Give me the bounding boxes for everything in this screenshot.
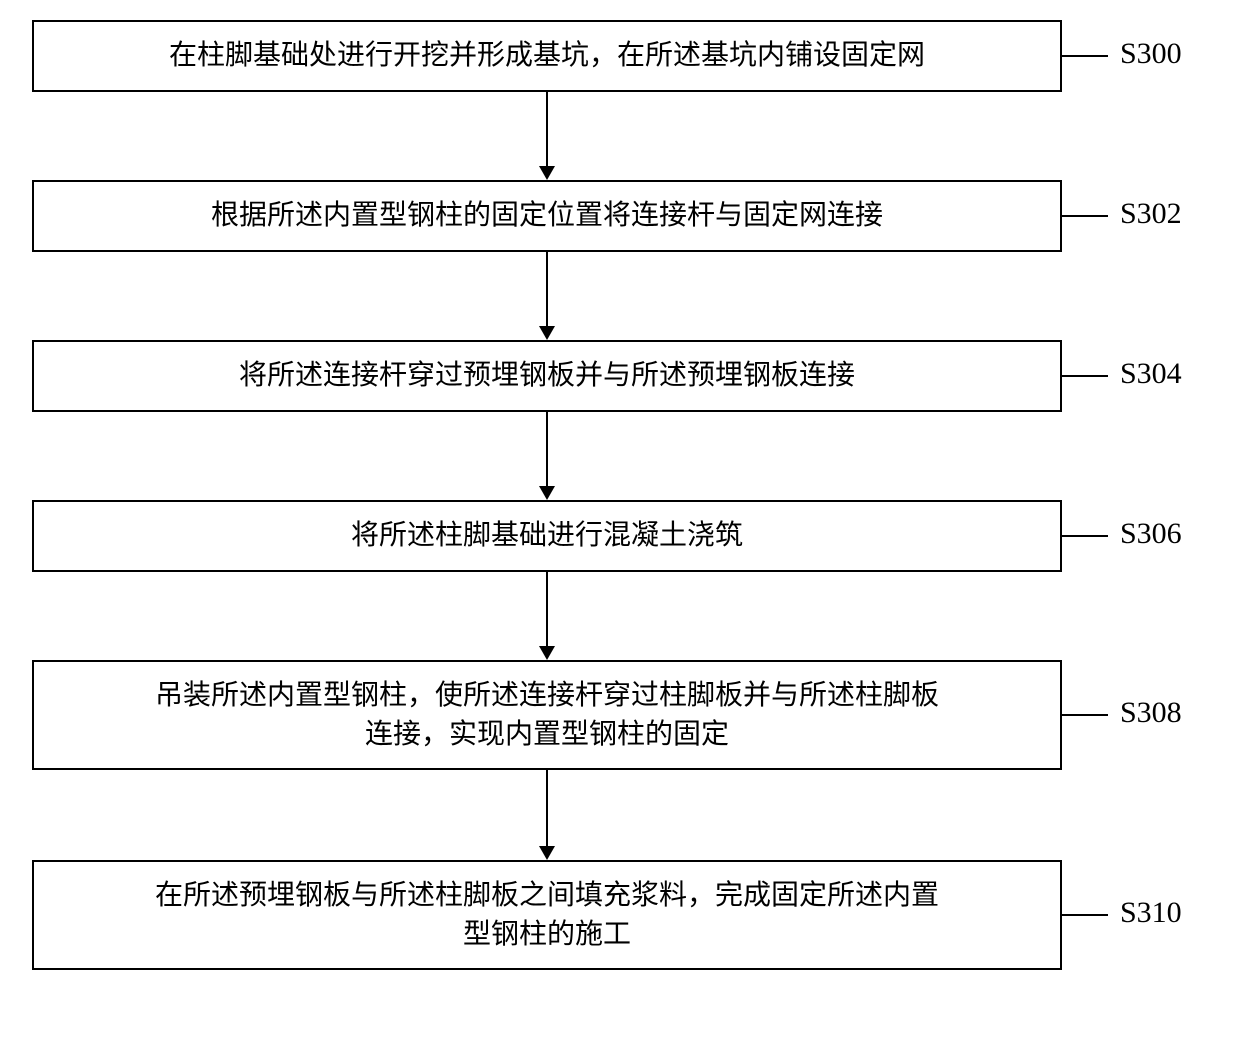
label-connector [1062,914,1108,916]
step-box-s308: 吊装所述内置型钢柱，使所述连接杆穿过柱脚板并与所述柱脚板 连接，实现内置型钢柱的… [32,660,1062,770]
step-text: 根据所述内置型钢柱的固定位置将连接杆与固定网连接 [211,196,883,235]
label-connector [1062,215,1108,217]
arrow-head-icon [539,486,555,500]
arrow-line [546,572,548,646]
step-text: 在所述预埋钢板与所述柱脚板之间填充浆料，完成固定所述内置 型钢柱的施工 [155,876,939,954]
step-label-s302: S302 [1120,197,1182,231]
flowchart-canvas: 在柱脚基础处进行开挖并形成基坑，在所述基坑内铺设固定网 S300 根据所述内置型钢柱… [0,0,1240,1044]
step-box-s306: 将所述柱脚基础进行混凝土浇筑 [32,500,1062,572]
arrow-line [546,770,548,846]
step-text: 在柱脚基础处进行开挖并形成基坑，在所述基坑内铺设固定网 [169,36,925,75]
step-label-s308: S308 [1120,696,1182,730]
step-label-s306: S306 [1120,517,1182,551]
step-text: 吊装所述内置型钢柱，使所述连接杆穿过柱脚板并与所述柱脚板 连接，实现内置型钢柱的… [155,676,939,754]
step-text: 将所述柱脚基础进行混凝土浇筑 [351,516,743,555]
arrow-line [546,252,548,326]
step-box-s310: 在所述预埋钢板与所述柱脚板之间填充浆料，完成固定所述内置 型钢柱的施工 [32,860,1062,970]
step-label-s304: S304 [1120,357,1182,391]
label-connector [1062,714,1108,716]
arrow-head-icon [539,326,555,340]
step-label-s300: S300 [1120,37,1182,71]
label-connector [1062,55,1108,57]
step-label-s310: S310 [1120,896,1182,930]
step-text: 将所述连接杆穿过预埋钢板并与所述预埋钢板连接 [239,356,855,395]
label-connector [1062,375,1108,377]
arrow-line [546,412,548,486]
step-box-s300: 在柱脚基础处进行开挖并形成基坑，在所述基坑内铺设固定网 [32,20,1062,92]
arrow-head-icon [539,166,555,180]
step-box-s304: 将所述连接杆穿过预埋钢板并与所述预埋钢板连接 [32,340,1062,412]
arrow-line [546,92,548,166]
label-connector [1062,535,1108,537]
arrow-head-icon [539,646,555,660]
arrow-head-icon [539,846,555,860]
step-box-s302: 根据所述内置型钢柱的固定位置将连接杆与固定网连接 [32,180,1062,252]
